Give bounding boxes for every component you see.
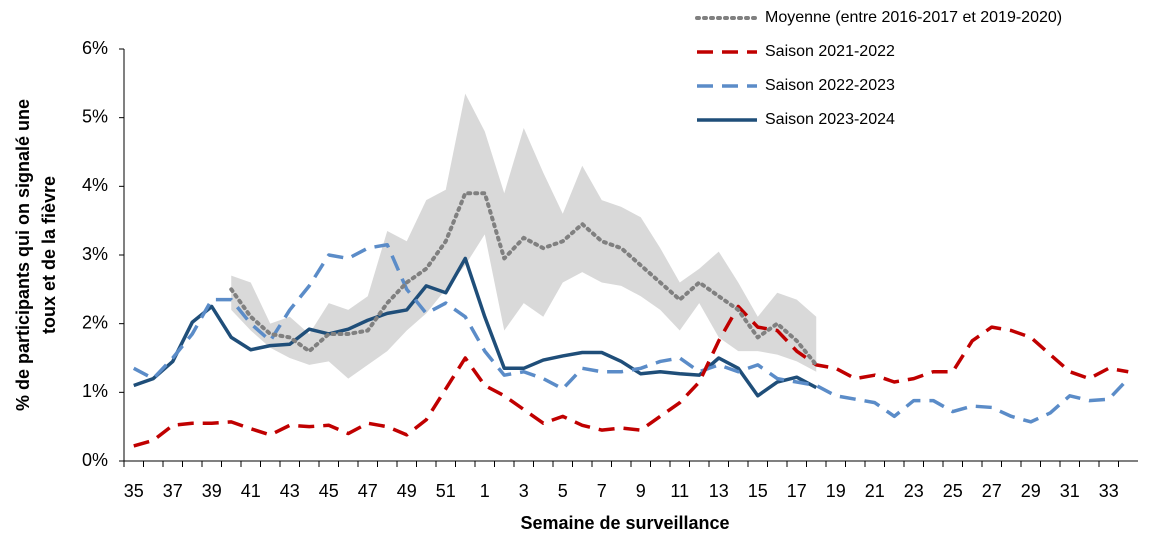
- x-tick-label: 33: [1099, 481, 1119, 501]
- x-tick-label: 31: [1060, 481, 1080, 501]
- y-tick-label: 3%: [82, 244, 108, 264]
- legend-label: Saison 2021-2022: [765, 43, 895, 60]
- series-line: [133, 304, 1129, 448]
- x-tick-label: 3: [519, 481, 529, 501]
- x-tick-label: 1: [480, 481, 490, 501]
- x-tick-label: 17: [787, 481, 807, 501]
- series-line: [132, 242, 1130, 424]
- y-tick-label: 6%: [82, 38, 108, 58]
- x-tick-label: 19: [826, 481, 846, 501]
- x-tick-label: 43: [280, 481, 300, 501]
- x-tick-label: 41: [241, 481, 261, 501]
- legend-label: Saison 2023-2024: [765, 111, 895, 128]
- legend-label: Saison 2022-2023: [765, 77, 895, 94]
- x-tick-label: 47: [358, 481, 378, 501]
- y-tick-label: 5%: [82, 106, 108, 126]
- x-tick-label: 7: [597, 481, 607, 501]
- x-tick-label: 39: [202, 481, 222, 501]
- x-tick-label: 37: [163, 481, 183, 501]
- series-line: [229, 191, 819, 367]
- x-tick-label: 9: [636, 481, 646, 501]
- y-tick-label: 4%: [82, 175, 108, 195]
- x-tick-label: 25: [943, 481, 963, 501]
- y-tick-label: 0%: [82, 450, 108, 470]
- x-tick-label: 49: [397, 481, 417, 501]
- y-axis-title: % de participants qui on signalé une: [13, 99, 33, 411]
- x-tick-label: 35: [124, 481, 144, 501]
- x-tick-label: 27: [982, 481, 1002, 501]
- y-axis-title: toux et de la fièvre: [39, 176, 59, 334]
- x-tick-label: 29: [1021, 481, 1041, 501]
- x-tick-label: 11: [670, 481, 689, 501]
- legend-label: Moyenne (entre 2016-2017 et 2019-2020): [765, 9, 1062, 26]
- x-tick-label: 15: [748, 481, 768, 501]
- x-tick-label: 51: [436, 481, 456, 501]
- x-axis-title: Semaine de surveillance: [520, 513, 729, 533]
- y-tick-label: 1%: [82, 381, 108, 401]
- x-tick-label: 5: [558, 481, 568, 501]
- x-tick-label: 45: [319, 481, 339, 501]
- x-tick-label: 13: [709, 481, 729, 501]
- y-tick-label: 2%: [82, 312, 108, 332]
- x-tick-label: 23: [904, 481, 924, 501]
- x-tick-label: 21: [865, 481, 885, 501]
